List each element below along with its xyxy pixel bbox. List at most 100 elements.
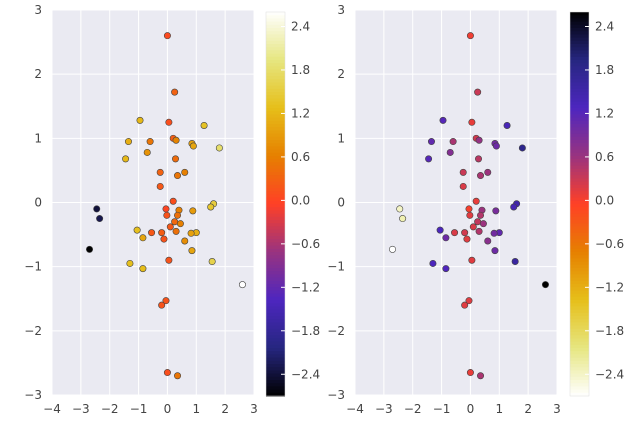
scatter-point [518, 144, 526, 152]
colorbar-segment [570, 149, 589, 154]
colorbar-segment [570, 287, 589, 291]
scatter-point [158, 229, 166, 237]
colorbar-segment [266, 367, 285, 371]
scatter-point [429, 259, 437, 267]
colorbar-segment [570, 66, 589, 71]
colorbar-segment [570, 232, 589, 237]
scatter-point [463, 235, 471, 243]
x-tick-label: −2 [101, 402, 119, 416]
colorbar-segment [570, 312, 589, 317]
colorbar-segment [266, 389, 285, 394]
colorbar-segment [266, 85, 285, 90]
colorbar-segment [266, 66, 285, 71]
colorbar-segment [266, 392, 285, 397]
colorbar-tick-label: 0.0 [291, 193, 310, 207]
colorbar-segment [266, 172, 285, 176]
colorbar-segment [570, 306, 589, 311]
colorbar-segment [266, 197, 285, 202]
scatter-point [181, 168, 189, 176]
scatter-point [475, 227, 483, 235]
scatter-point [163, 369, 171, 377]
y-tick-label: 2 [337, 67, 345, 81]
scatter-point [158, 301, 166, 309]
colorbar-segment [570, 274, 589, 279]
colorbar-segment [570, 335, 589, 339]
colorbar-segment [266, 207, 285, 211]
colorbar-segment [266, 261, 285, 266]
colorbar-segment [266, 34, 285, 39]
colorbar-segment [570, 210, 589, 215]
colorbar-segment [570, 332, 589, 336]
colorbar-segment [570, 319, 589, 323]
colorbar-segment [570, 389, 589, 394]
scatter-point [165, 256, 173, 264]
colorbar-segment [266, 338, 285, 343]
colorbar-segment [570, 348, 589, 352]
colorbar-segment [266, 373, 285, 378]
colorbar-segment [266, 98, 285, 103]
colorbar-segment [266, 328, 285, 333]
colorbar-segment [570, 216, 589, 221]
colorbar-segment [266, 44, 285, 48]
colorbar-segment [570, 207, 589, 211]
x-tick-label: −1 [130, 402, 148, 416]
colorbar-segment [266, 357, 285, 362]
colorbar-segment [266, 316, 285, 320]
scatter-point [124, 138, 132, 146]
colorbar-frame [265, 11, 286, 397]
colorbar-segment [570, 92, 589, 96]
scatter-point [189, 207, 197, 215]
x-tick-label: 1 [495, 402, 503, 416]
colorbar-segment [570, 264, 589, 269]
scatter-point [188, 247, 196, 255]
colorbar-segment [570, 357, 589, 362]
colorbar-segment [570, 322, 589, 327]
colorbar-segment [266, 72, 285, 77]
colorbar-segment [266, 216, 285, 221]
colorbar-segment [570, 101, 589, 106]
colorbar-segment [570, 220, 589, 224]
colorbar-segment [266, 82, 285, 87]
colorbar-segment [570, 213, 589, 218]
colorbar-segment [266, 168, 285, 173]
scatter-point [451, 229, 459, 237]
colorbar-tick-label: 0.6 [595, 150, 614, 164]
colorbar-segment [266, 303, 285, 307]
colorbar-segment [570, 95, 589, 99]
scatter-point [133, 226, 141, 234]
colorbar-segment [266, 242, 285, 247]
colorbar-segment [266, 264, 285, 269]
colorbar-segment [570, 165, 589, 170]
colorbar-segment [570, 200, 589, 205]
colorbar-tick-label: 0.0 [595, 193, 614, 207]
colorbar-segment [266, 248, 285, 253]
colorbar-segment [266, 76, 285, 80]
scatter-point [148, 229, 156, 237]
colorbar-segment [266, 18, 285, 23]
colorbar-segment [570, 175, 589, 179]
colorbar-segment [570, 197, 589, 202]
colorbar-segment [570, 277, 589, 282]
colorbar-segment [570, 159, 589, 163]
x-tick-label: −2 [404, 402, 422, 416]
scatter-point [475, 136, 483, 144]
colorbar-segment [570, 386, 589, 391]
colorbar-segment [266, 95, 285, 99]
scatter-point [510, 203, 518, 211]
colorbar-segment [266, 133, 285, 138]
colorbar-segment [266, 60, 285, 64]
scatter-point [425, 155, 433, 163]
colorbar-segment [266, 312, 285, 317]
colorbar-tick-label: −2.4 [595, 367, 624, 381]
colorbar-segment [570, 293, 589, 298]
colorbar-segment [266, 296, 285, 301]
colorbar-segment [570, 124, 589, 128]
colorbar-segment [266, 108, 285, 112]
scatter-point [479, 220, 487, 228]
colorbar-segment [570, 290, 589, 295]
colorbar-segment [570, 98, 589, 103]
colorbar-segment [266, 306, 285, 311]
scatter-point [465, 205, 473, 213]
colorbar-segment [266, 143, 285, 147]
